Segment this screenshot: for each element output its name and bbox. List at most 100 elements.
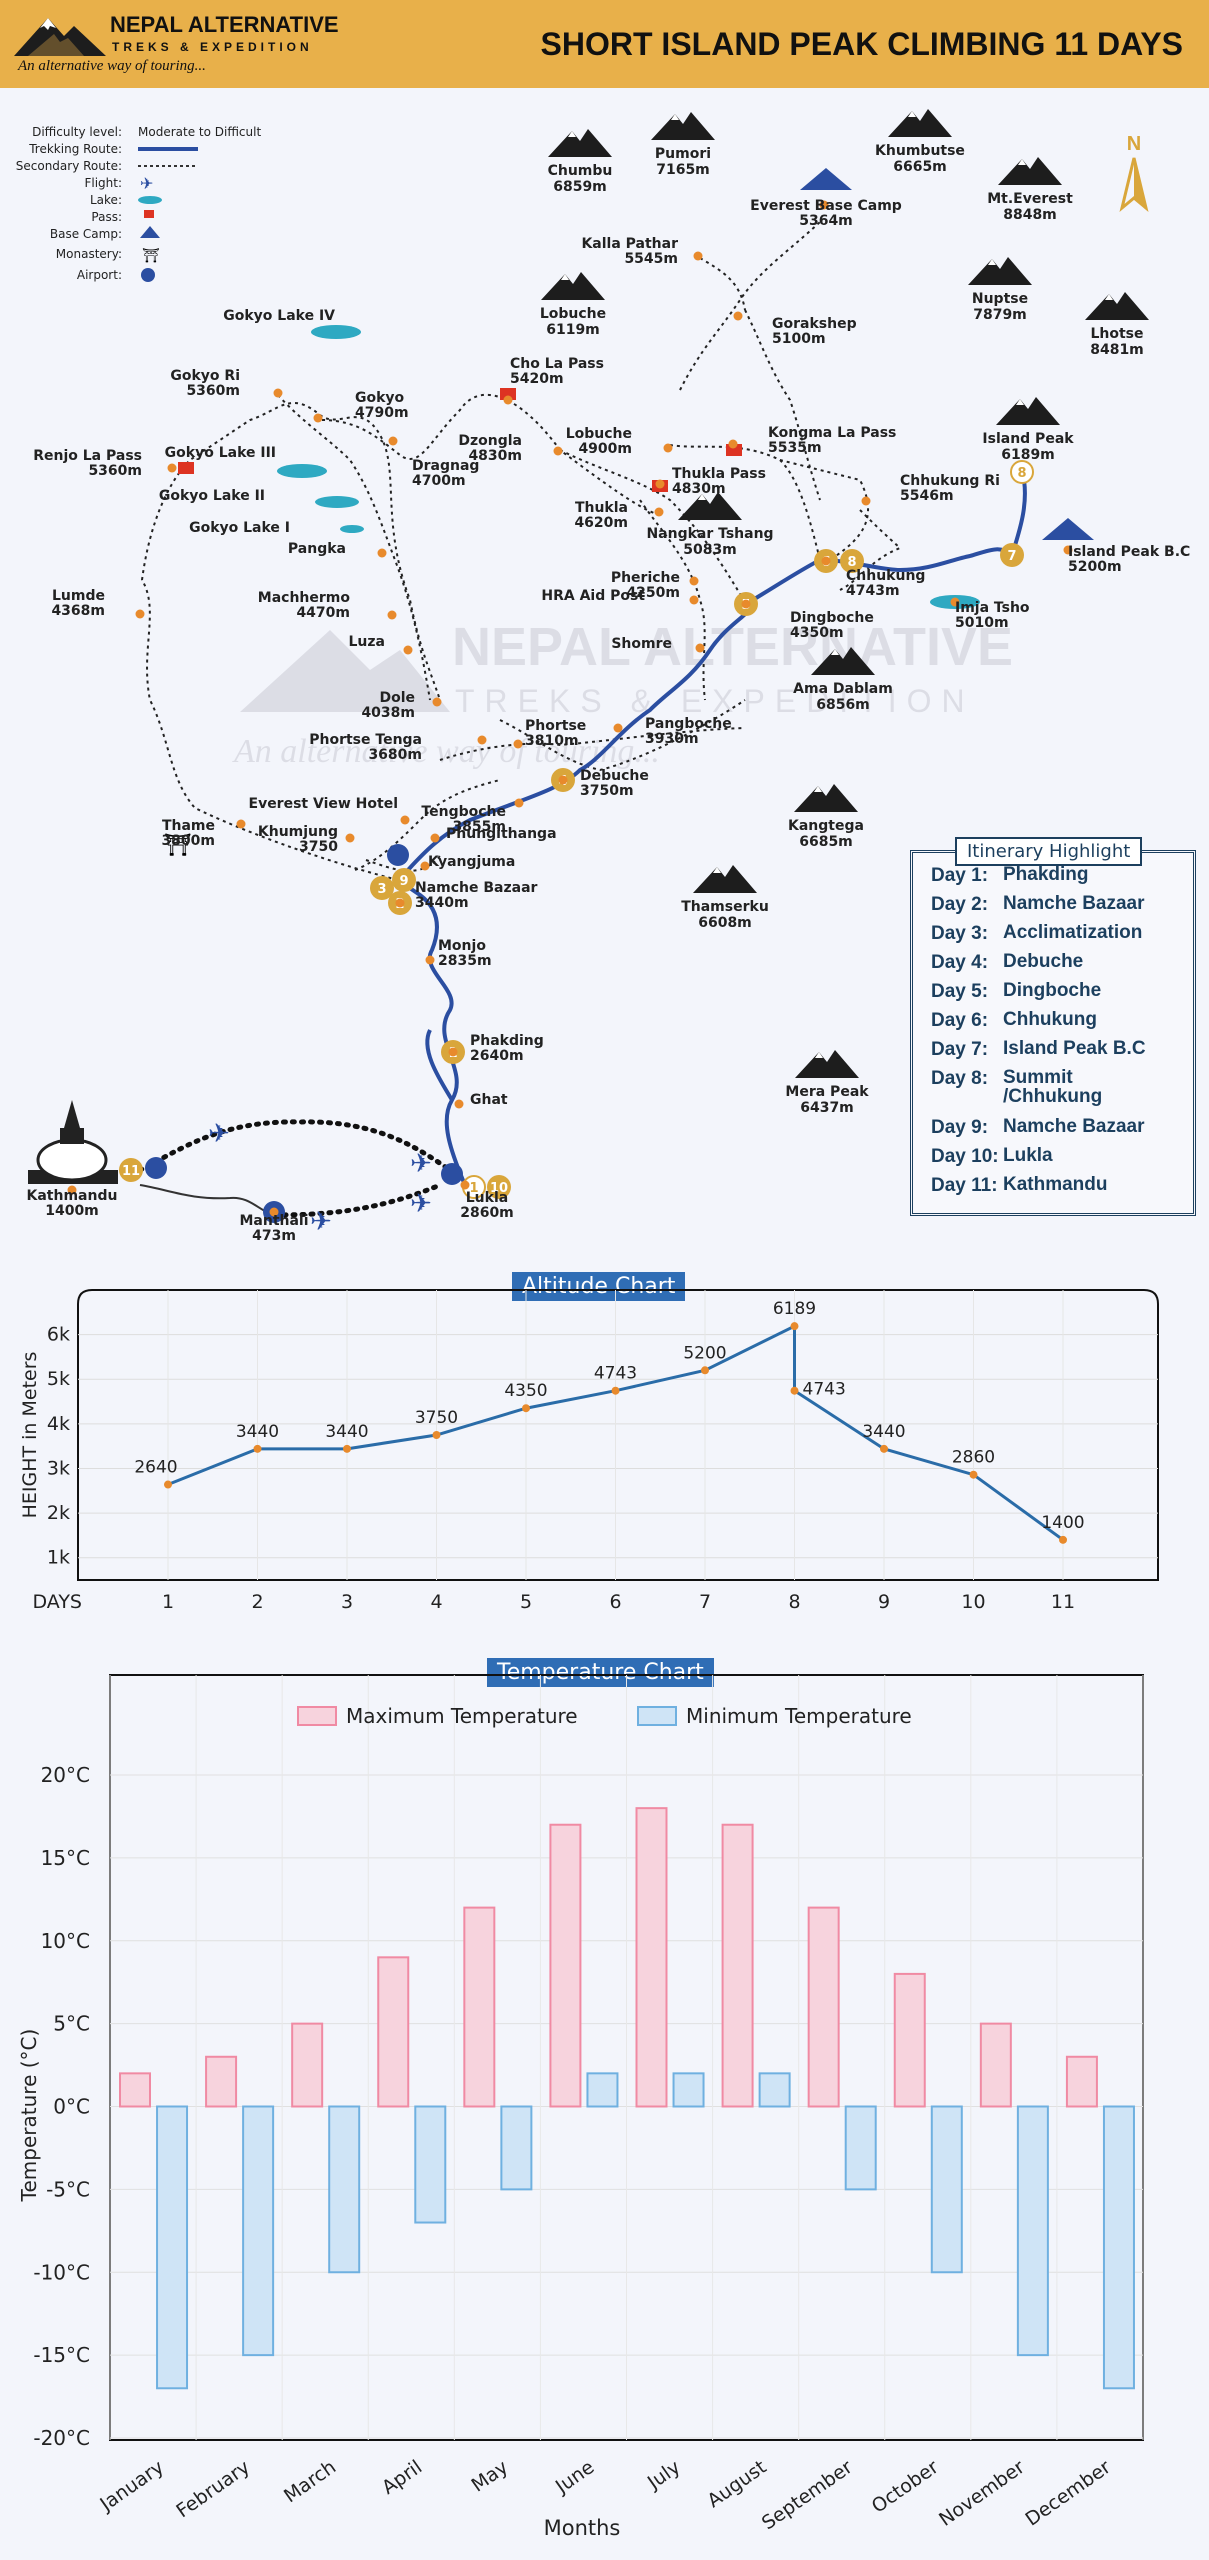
- place-name: Gokyo Lake IV: [223, 308, 335, 324]
- place-name: Dingboche: [790, 610, 874, 626]
- location-dot-icon: [430, 833, 440, 843]
- location-dot-icon: [513, 739, 523, 749]
- flight-icon: ✈: [410, 1189, 432, 1219]
- mountain-icon: [678, 492, 742, 520]
- location-dot-icon: [733, 311, 743, 321]
- peak-altitude: 7879m: [973, 307, 1027, 323]
- mountain-icon: [693, 865, 757, 893]
- altitude-chart-frame: [77, 1289, 1159, 1581]
- svg-text:7: 7: [1007, 549, 1016, 564]
- max-temp-bar: [635, 1807, 668, 2108]
- peak-name: Kangtega: [788, 818, 864, 834]
- place-name: Gokyo Lake I: [189, 520, 290, 536]
- place-altitude: 3750: [299, 839, 338, 855]
- place-altitude: 4830m: [468, 448, 522, 464]
- peak-altitude: 6437m: [800, 1100, 854, 1116]
- monastery-icon: ⛩: [142, 248, 160, 264]
- location-dot-icon: [861, 496, 871, 506]
- max-temp-bar: [549, 1823, 582, 2108]
- logo-mountain-icon: [14, 18, 106, 56]
- place-altitude: 3800m: [161, 833, 215, 849]
- base-camp-icon: [1042, 518, 1094, 540]
- monastery-icon: ⛩: [164, 833, 192, 858]
- place-name: Dzongla: [458, 433, 522, 449]
- place-altitude: 5360m: [186, 383, 240, 399]
- y-tick-label: 2k: [47, 1502, 70, 1524]
- location-dot-icon: [689, 595, 699, 605]
- location-dot-icon: [403, 645, 413, 655]
- header-banner: NEPAL ALTERNATIVE TREKS & EXPEDITION An …: [0, 0, 1209, 88]
- altitude-point: [343, 1444, 351, 1453]
- max-temp-bar: [893, 1972, 926, 2108]
- location-dot-icon: [950, 597, 960, 607]
- peak-altitude: 7165m: [656, 162, 710, 178]
- altitude-line: [167, 1323, 1064, 1542]
- secondary-routes: [140, 221, 902, 881]
- place-name: Lumde: [52, 588, 105, 604]
- altitude-data-label: 2860: [952, 1448, 995, 1468]
- place-altitude: 2835m: [438, 953, 492, 969]
- place-altitude: 5546m: [900, 488, 954, 504]
- legend-difficulty-label: Difficulty level:: [32, 125, 122, 139]
- place-name: Thame: [162, 818, 215, 834]
- itinerary-day: Day 3:: [931, 923, 989, 944]
- snowcap-icon: [713, 867, 721, 873]
- temperature-chart-title: Temperature Chart: [487, 1658, 714, 1687]
- logo-subtitle: TREKS & EXPEDITION: [112, 40, 313, 54]
- svg-text:9: 9: [399, 874, 408, 889]
- y-tick-label: 15°C: [41, 1846, 90, 1870]
- peak-name: Khumbutse: [875, 143, 965, 159]
- mountain-icon: [548, 129, 612, 157]
- place-luza: Luza: [349, 634, 413, 655]
- place-name: Chhukung Ri: [900, 473, 1000, 489]
- altitude-chart: 1k 2k 3k 4k 5k 6k 1 2 3 4 5 6 7 8 9 10 11 DAYS HEIGHT in M…: [19, 1289, 1159, 1610]
- flight-icon: ✈: [310, 1207, 332, 1237]
- max-temp-bar: [979, 2022, 1012, 2108]
- peak-name: Mt.Everest: [987, 191, 1073, 207]
- max-temp-bar: [119, 2072, 151, 2108]
- flight-icon: ✈: [410, 1149, 432, 1179]
- place-altitude: 473m: [252, 1228, 296, 1244]
- snowcap-icon: [1018, 159, 1026, 165]
- legend-row-monastery: Monastery:: [56, 247, 122, 261]
- itinerary-day: Day 4:: [931, 952, 989, 973]
- place-altitude: 4038m: [361, 705, 415, 721]
- location-dot-icon: [395, 898, 405, 908]
- x-tick-label: October: [868, 2456, 943, 2518]
- location-dot-icon: [67, 1185, 77, 1195]
- place-name: Pangboche: [645, 716, 732, 732]
- place-name: Manthali: [239, 1213, 308, 1229]
- legend-difficulty-value: Moderate to Difficult: [138, 125, 261, 139]
- location-dot-icon: [448, 1047, 458, 1057]
- legend-row-flight: Flight:: [84, 176, 122, 190]
- peak-name: Nuptse: [972, 291, 1028, 307]
- location-dot-icon: [741, 599, 751, 609]
- place-altitude: 4350m: [790, 625, 844, 641]
- svg-text:1: 1: [469, 1181, 478, 1196]
- itinerary-place: Acclimatization: [1003, 922, 1143, 943]
- itinerary-box: Itinerary Highlight Day 1: Phakding Day 2:…: [910, 837, 1196, 1216]
- itinerary-place: Namche Bazaar: [1003, 893, 1145, 914]
- place-altitude: 3810m: [525, 733, 579, 749]
- legend-row-airport: Airport:: [77, 268, 122, 282]
- itinerary-item: Day 9: Namche Bazaar: [931, 1117, 1173, 1139]
- location-dot-icon: [432, 697, 442, 707]
- min-temp-bar: [1102, 2105, 1135, 2390]
- y-tick-label: 5°C: [53, 2012, 90, 2036]
- base-camp-icon: [800, 168, 852, 190]
- location-dot-icon: [821, 556, 831, 566]
- itinerary-place: Chhukung: [1003, 1009, 1097, 1030]
